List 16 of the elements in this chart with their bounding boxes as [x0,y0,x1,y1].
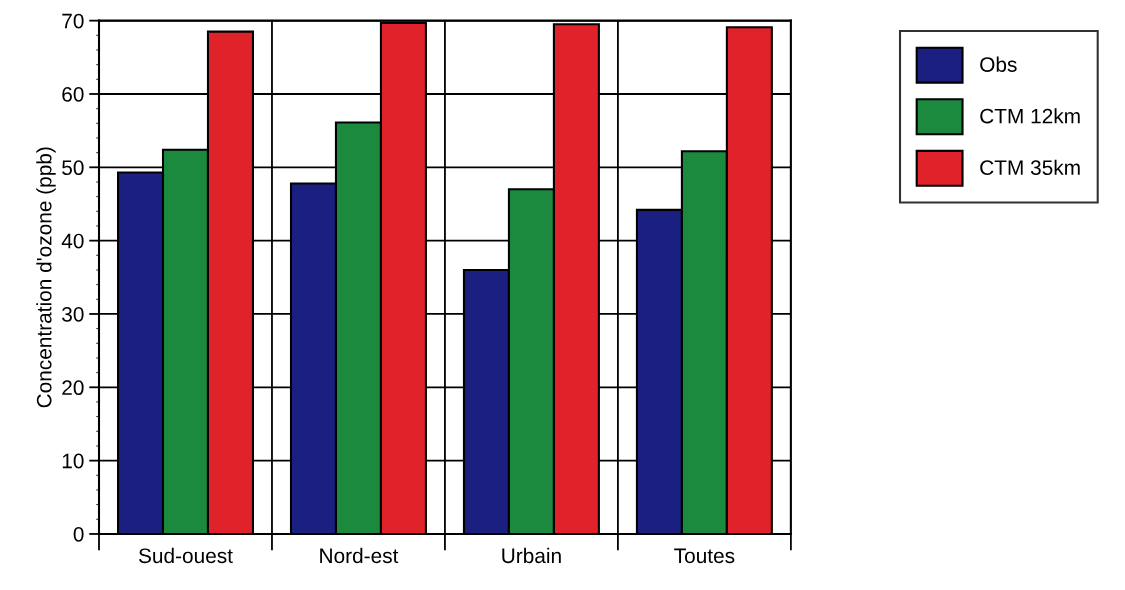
x-tick-label: Sud-ouest [138,547,233,564]
legend-label: CTM 35km [980,159,1080,176]
legend-label: CTM 12km [980,108,1080,124]
y-tick-label: 30 [62,306,84,322]
legend-label: Obs [980,56,1017,72]
y-tick-label: 60 [62,86,84,102]
y-axis-title: Concentration d'ozone (ppb) [36,147,56,408]
y-tick-label: 40 [61,233,84,249]
x-tick-label: Toutes [674,548,735,564]
x-tick-label: Urbain [502,547,561,564]
x-tick-label: Nord-est [320,547,399,564]
y-tick-label: 50 [62,160,84,176]
y-tick-label: 0 [73,526,84,542]
y-tick-label: 70 [62,13,84,29]
y-tick-label: 20 [62,380,84,396]
y-tick-label: 10 [62,453,84,469]
